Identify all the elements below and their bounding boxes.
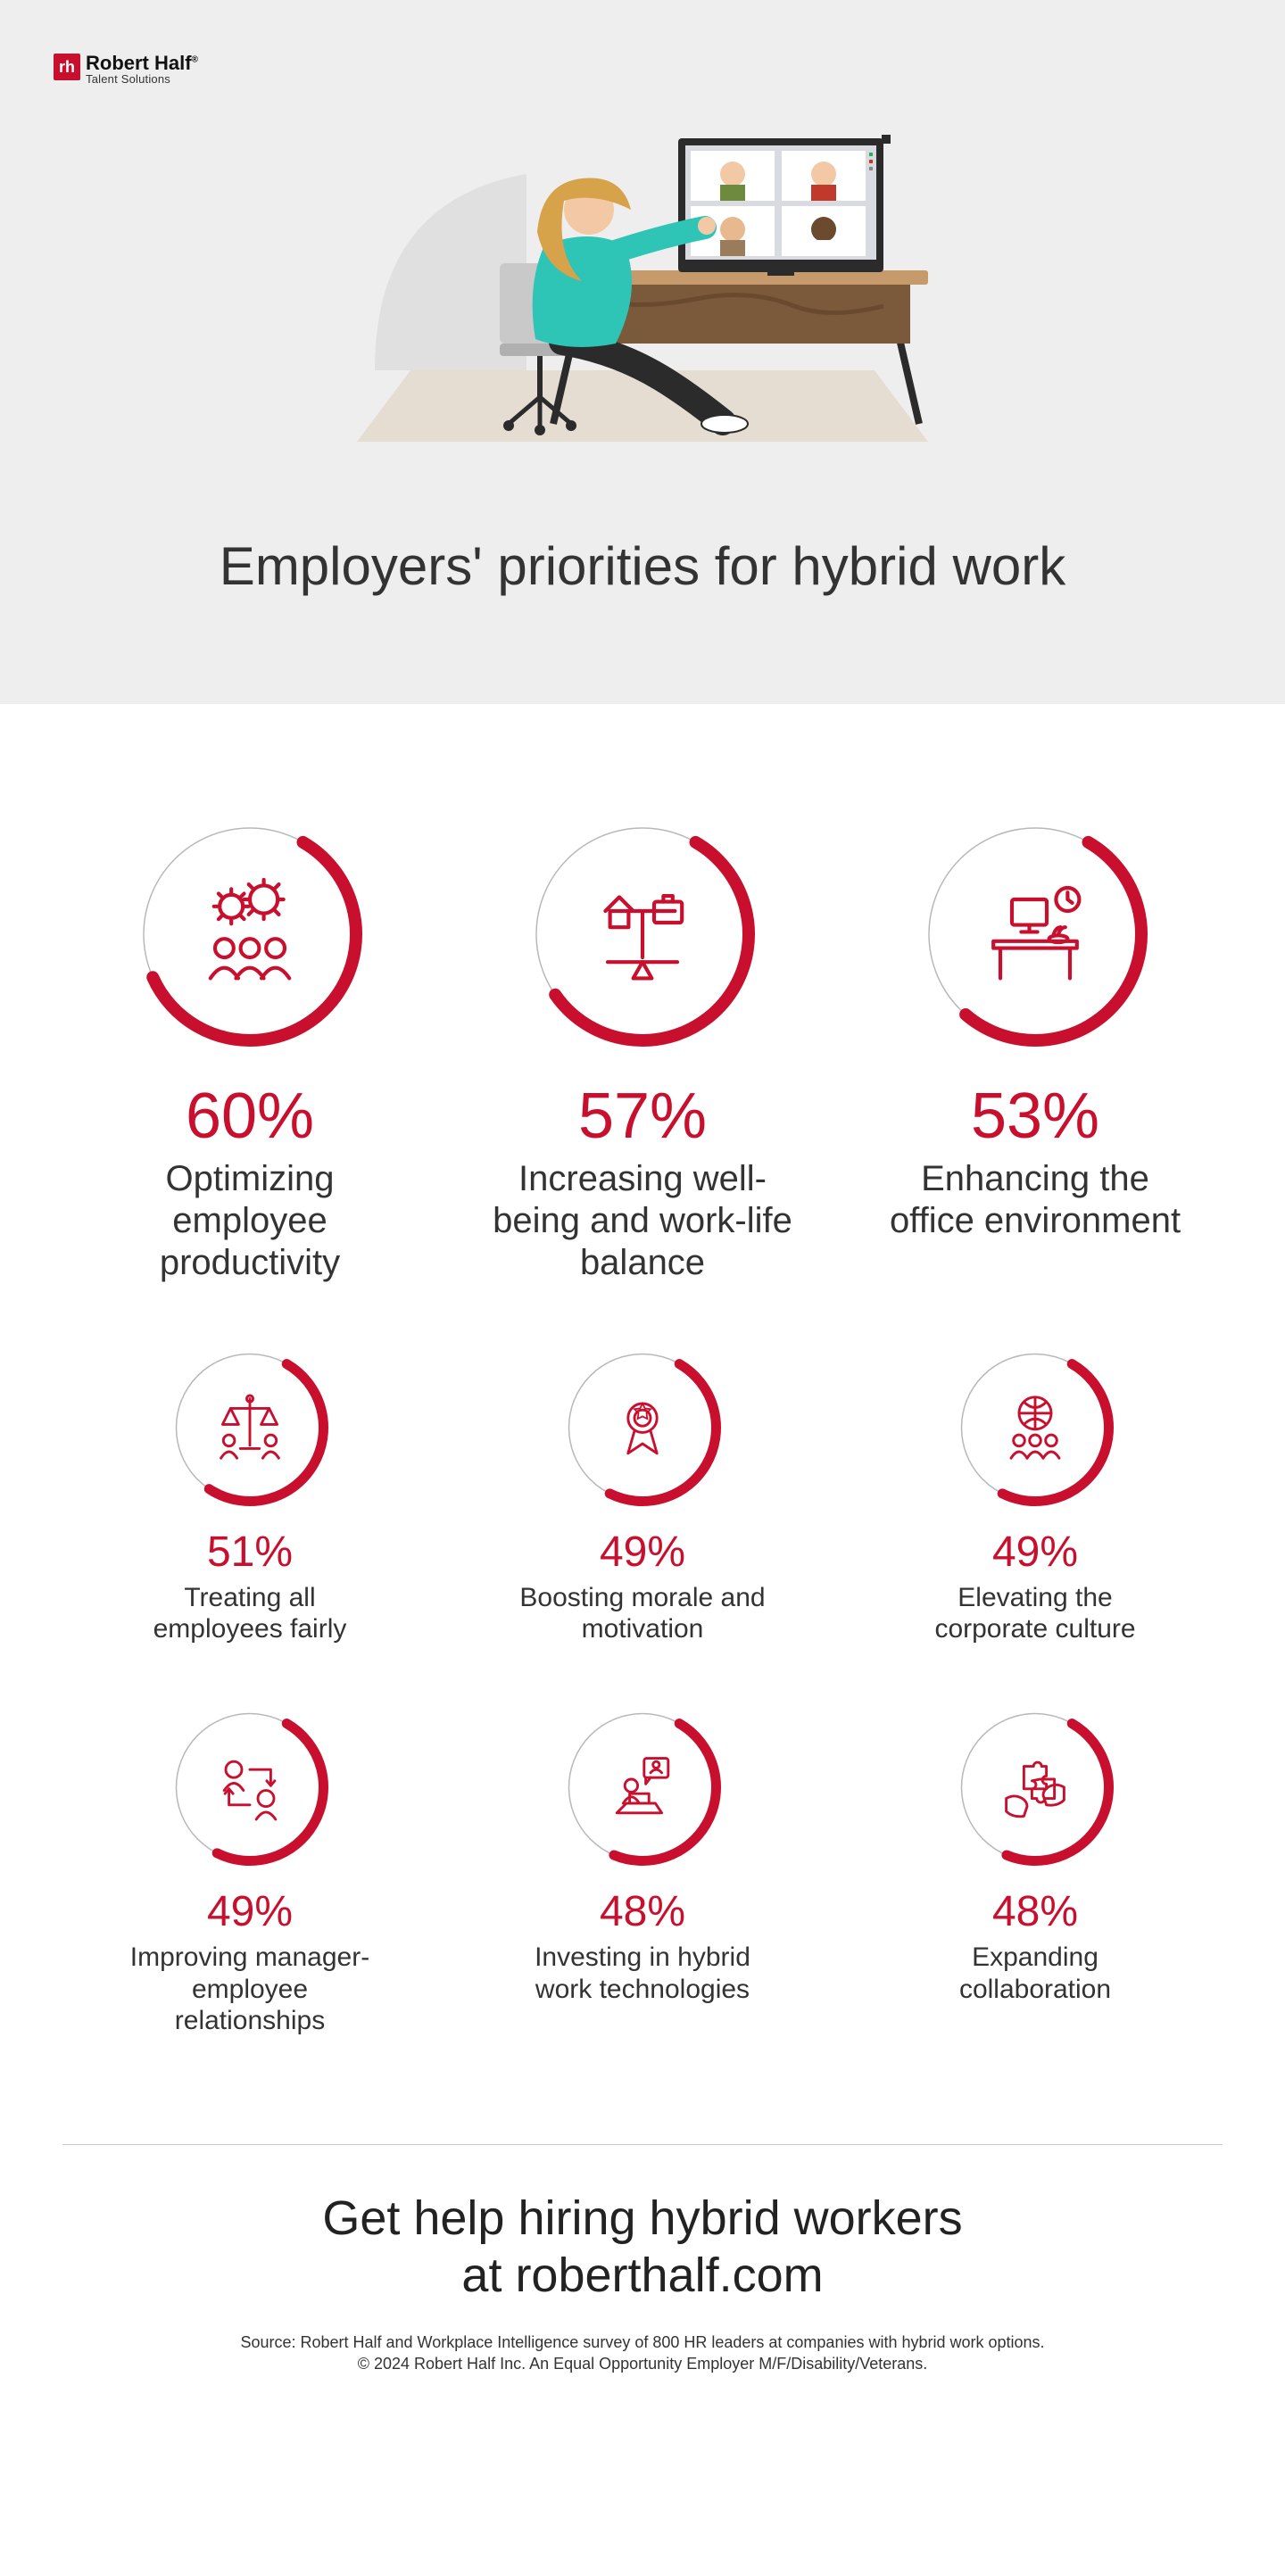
stat-icon (136, 820, 364, 1048)
hero-section: rh Robert Half® Talent Solutions (0, 0, 1285, 704)
stat-percent: 49% (207, 1887, 293, 1936)
stat-percent: 57% (578, 1080, 707, 1153)
hero-illustration (321, 103, 964, 482)
logo-subtitle: Talent Solutions (86, 73, 198, 85)
page-title: Employers' priorities for hybrid work (54, 535, 1231, 597)
cta-text: Get help hiring hybrid workers at robert… (0, 2145, 1285, 2323)
stat-card: 57% Increasing well-being and work-life … (455, 820, 830, 1285)
stat-card: 49% Elevating the corporate culture (848, 1347, 1223, 1645)
logo-name: Robert Half® (86, 54, 198, 73)
stats-grid: 60% Optimizing employee productivity 57%… (0, 704, 1285, 2108)
trademark: ® (192, 55, 198, 65)
video-call-illustration (321, 103, 964, 477)
stat-label: Optimizing employee productivity (89, 1158, 410, 1285)
stat-label: Boosting morale and motivation (509, 1582, 776, 1645)
stat-ring (955, 1707, 1115, 1868)
stat-icon (562, 1347, 723, 1508)
stat-percent: 51% (207, 1528, 293, 1577)
stat-percent: 53% (971, 1080, 1099, 1153)
stat-ring (562, 1347, 723, 1508)
infographic-page: rh Robert Half® Talent Solutions (0, 0, 1285, 2438)
people-gears-icon (192, 876, 308, 992)
award-ribbon-icon (602, 1387, 683, 1468)
stat-card: 48% Investing in hybrid work technologie… (455, 1707, 830, 2036)
cta-line1: Get help hiring hybrid workers (322, 2191, 962, 2245)
footnote-source: Source: Robert Half and Workplace Intell… (240, 2333, 1044, 2351)
stat-percent: 60% (186, 1080, 314, 1153)
stat-card: 49% Boosting morale and motivation (455, 1347, 830, 1645)
stat-icon (528, 820, 757, 1048)
stat-icon (955, 1347, 1115, 1508)
stat-ring (170, 1347, 330, 1508)
people-sync-icon (210, 1747, 290, 1827)
logo-mark: rh (54, 54, 80, 80)
stat-percent: 49% (992, 1528, 1078, 1577)
stat-icon (170, 1347, 330, 1508)
stat-icon (170, 1707, 330, 1868)
stat-card: 53% Enhancing the office environment (848, 820, 1223, 1285)
stat-card: 51% Treating all employees fairly (62, 1347, 437, 1645)
globe-people-icon (995, 1387, 1075, 1468)
stat-icon (921, 820, 1149, 1048)
stat-ring (136, 820, 364, 1048)
brand-logo: rh Robert Half® Talent Solutions (54, 54, 1231, 85)
stat-icon (562, 1707, 723, 1868)
stat-ring (562, 1707, 723, 1868)
stat-label: Improving manager-employee relationships (116, 1942, 384, 2036)
stat-label: Expanding collaboration (901, 1942, 1169, 2005)
stat-label: Increasing well-being and work-life bala… (482, 1158, 803, 1285)
footnote-copyright: © 2024 Robert Half Inc. An Equal Opportu… (358, 2355, 928, 2373)
stat-percent: 48% (600, 1887, 685, 1936)
stat-card: 48% Expanding collaboration (848, 1707, 1223, 2036)
stat-label: Elevating the corporate culture (901, 1582, 1169, 1645)
desk-clock-icon (977, 876, 1093, 992)
logo-text: Robert Half® Talent Solutions (86, 54, 198, 85)
stat-label: Treating all employees fairly (116, 1582, 384, 1645)
stat-card: 60% Optimizing employee productivity (62, 820, 437, 1285)
puzzle-hands-icon (995, 1747, 1075, 1827)
stat-label: Investing in hybrid work technologies (509, 1942, 776, 2005)
balance-home-briefcase-icon (584, 876, 701, 992)
laptop-speech-icon (602, 1747, 683, 1827)
stat-card: 49% Improving manager-employee relations… (62, 1707, 437, 2036)
stat-percent: 49% (600, 1528, 685, 1577)
stat-ring (955, 1347, 1115, 1508)
stat-icon (955, 1707, 1115, 1868)
footnote: Source: Robert Half and Workplace Intell… (0, 2323, 1285, 2438)
stat-percent: 48% (992, 1887, 1078, 1936)
stat-label: Enhancing the office environment (875, 1158, 1196, 1242)
stat-ring (170, 1707, 330, 1868)
stat-ring (528, 820, 757, 1048)
stat-ring (921, 820, 1149, 1048)
scales-people-icon (210, 1387, 290, 1468)
cta-line2: at roberthalf.com (461, 2249, 823, 2302)
